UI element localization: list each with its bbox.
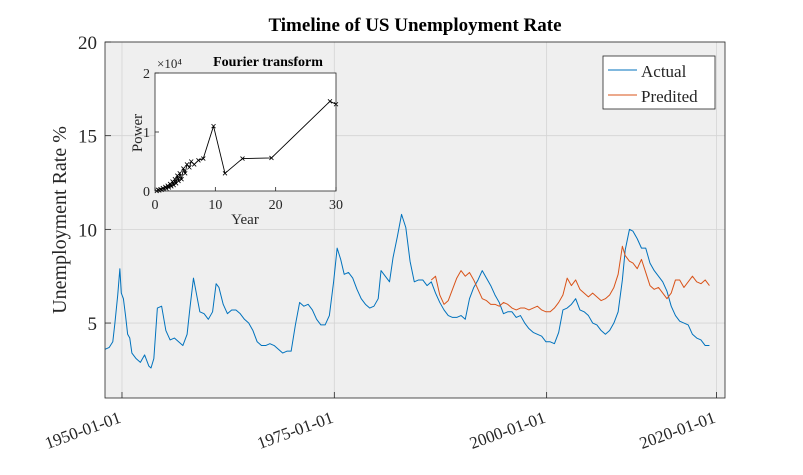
series-line-actual [104,213,710,369]
inset-point-marker [166,185,172,190]
inset-point-marker [211,123,216,129]
inset-point-marker [171,182,176,188]
x-tick-label: 1950-01-01 [42,408,123,453]
inset-y-axis-label: Power [130,114,146,152]
legend-box [602,55,716,110]
inset-ticks: 0 10 20 30 0 1 2 [143,67,343,213]
inset-chart: 0 10 20 30 0 1 2 Fourier transform ×10⁴ Year P… [130,55,343,228]
y-tick-label: 5 [88,314,98,335]
y-tick-label: 10 [78,220,97,241]
main-plot-frame [104,41,726,399]
inset-point-marker [172,176,178,182]
inset-point-marker [240,156,245,161]
main-series [104,213,710,369]
inset-series [154,99,339,194]
y-axis-label: Unemployment Rate % [49,126,71,314]
inset-point-marker [327,99,333,104]
x-tick-label: 2000-01-01 [467,408,548,453]
inset-point-marker [181,166,186,171]
inset-point-marker [196,158,201,163]
inset-point-marker [158,186,163,192]
x-tick-label: 2020-01-01 [637,408,718,453]
inset-point-marker [164,186,169,191]
inset-point-marker [179,176,184,182]
legend-label-predicted: Predited [641,87,698,106]
inset-x-tick-label: 0 [152,198,159,213]
x-tick-label: 1975-01-01 [255,408,336,453]
legend-label-actual: Actual [641,62,687,81]
inset-y-tick-label: 1 [143,126,150,141]
inset-title: Fourier transform [213,55,323,70]
inset-y-tick-label: 2 [143,67,150,82]
inset-exponent-label: ×10⁴ [157,56,182,71]
inset-x-tick-label: 10 [208,198,222,213]
inset-point-marker [191,162,197,167]
inset-point-marker [200,156,206,161]
y-tick-label: 20 [78,33,97,54]
inset-x-tick-label: 30 [329,198,343,213]
y-tick-label: 15 [78,127,97,148]
inset-x-tick-label: 20 [269,198,283,213]
inset-point-marker [182,171,188,176]
inset-point-marker [177,171,183,176]
series-line-predicted [430,245,710,313]
inset-point-marker [169,183,174,189]
inset-point-marker [187,165,192,170]
inset-point-marker [222,171,228,176]
chart-title: Timeline of US Unemployment Rate [268,15,561,36]
inset-point-marker [269,155,274,161]
inset-y-tick-label: 0 [143,185,150,200]
inset-x-axis-label: Year [231,212,259,228]
inset-point-marker [176,178,181,184]
legend: Actual Predited [602,55,716,110]
